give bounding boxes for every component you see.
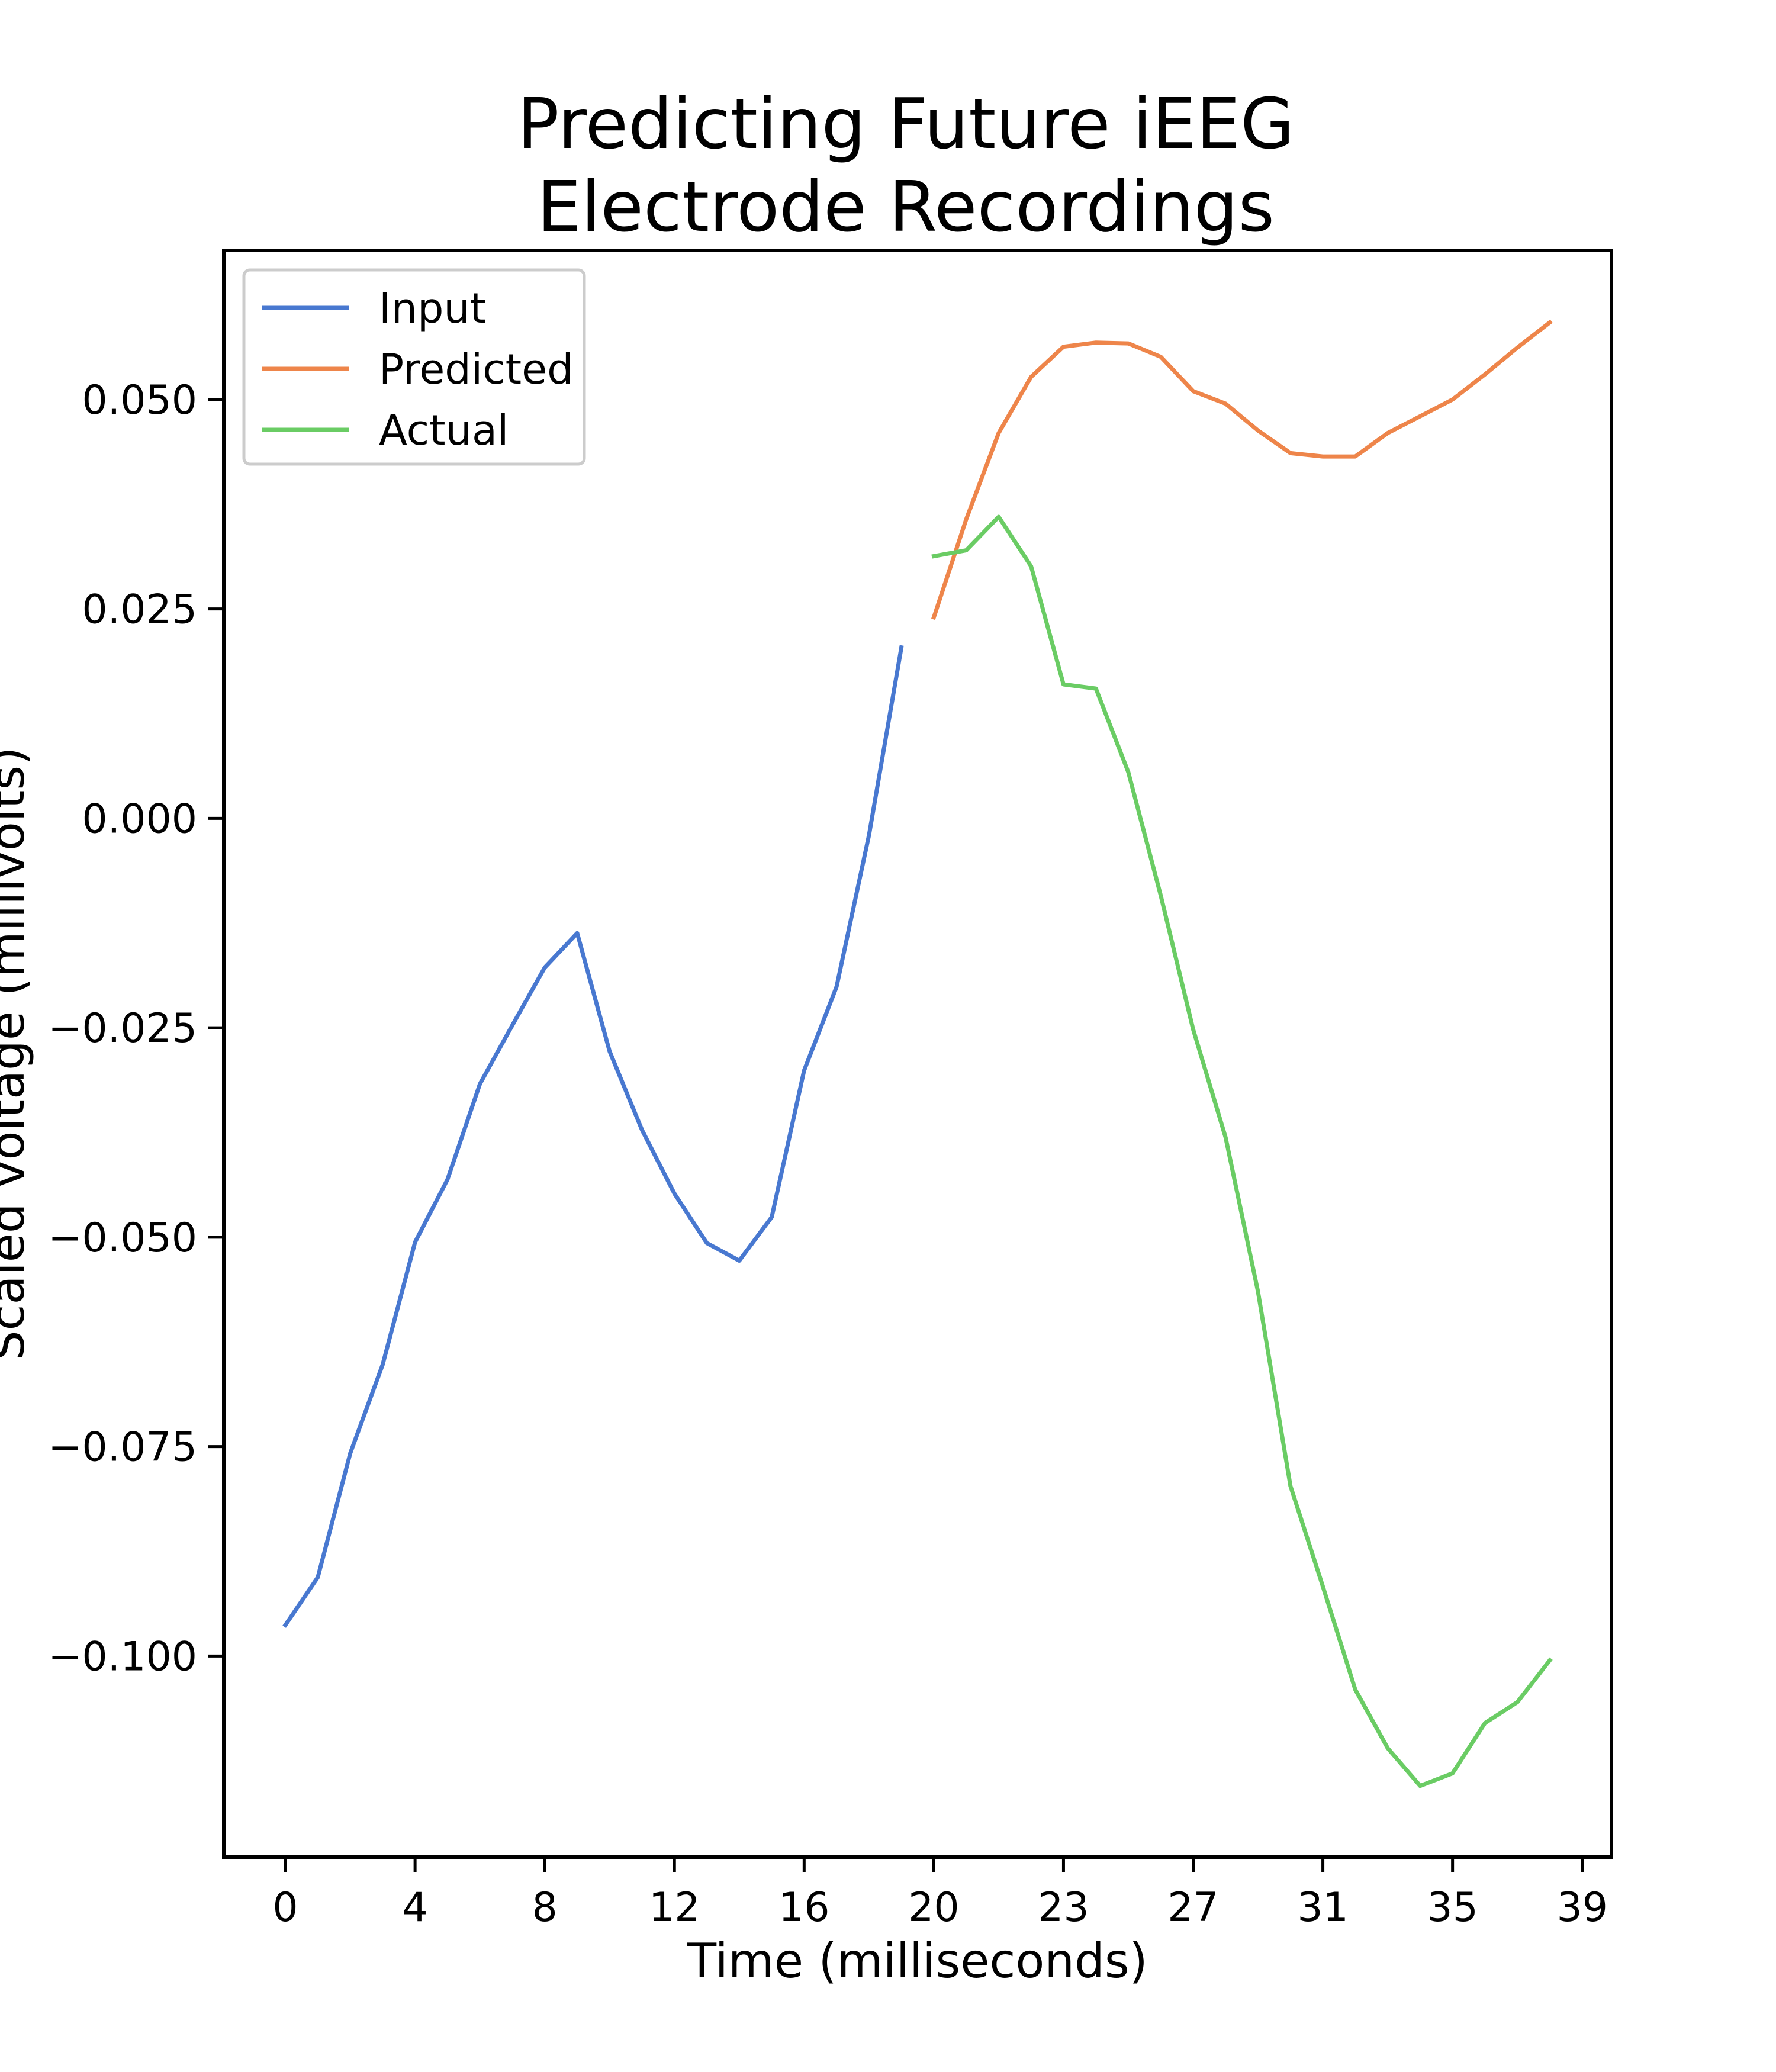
y-axis-label: Scaled voltage (millivolts) bbox=[0, 747, 35, 1361]
legend-label-predicted: Predicted bbox=[379, 345, 574, 394]
y-tick-label: −0.025 bbox=[48, 1005, 197, 1052]
legend-label-actual: Actual bbox=[379, 406, 509, 455]
legend-label-input: Input bbox=[379, 284, 486, 333]
y-axis-ticks: 0.050 0.025 0.000 −0.025 −0.050 −0.075 −0.100 bbox=[48, 377, 224, 1680]
legend-items: Input Predicted Actual bbox=[262, 284, 574, 455]
series-line-actual bbox=[931, 514, 1553, 1788]
y-tick-label: −0.075 bbox=[48, 1424, 197, 1471]
y-tick-label: −0.100 bbox=[48, 1633, 197, 1680]
legend-box bbox=[242, 268, 586, 466]
x-tick-label: 20 bbox=[908, 1884, 960, 1931]
x-tick-label: 31 bbox=[1297, 1884, 1349, 1931]
x-tick-label: 4 bbox=[402, 1884, 427, 1931]
y-tick-label: 0.050 bbox=[82, 377, 197, 424]
series-layer bbox=[282, 319, 1553, 1788]
series-line-predicted bbox=[931, 319, 1553, 620]
chart-title-line-2: Electrode Recordings bbox=[537, 166, 1275, 247]
y-tick-label: 0.000 bbox=[82, 796, 197, 842]
series-line-input bbox=[282, 645, 904, 1628]
x-axis-label: Time (milliseconds) bbox=[687, 1933, 1147, 1989]
plot-frame bbox=[222, 249, 1613, 1859]
x-tick-label: 12 bbox=[649, 1884, 700, 1931]
y-tick-label: −0.050 bbox=[48, 1215, 197, 1262]
x-axis-ticks: 0 4 8 12 16 20 23 27 31 35 39 bbox=[272, 1857, 1608, 1931]
x-tick-label: 16 bbox=[778, 1884, 830, 1931]
legend: Input Predicted Actual bbox=[242, 268, 586, 466]
chart-title-line-1: Predicting Future iEEG bbox=[517, 83, 1294, 165]
x-tick-label: 35 bbox=[1427, 1884, 1478, 1931]
x-tick-label: 23 bbox=[1038, 1884, 1089, 1931]
x-tick-label: 8 bbox=[532, 1884, 558, 1931]
x-tick-label: 39 bbox=[1556, 1884, 1608, 1931]
x-tick-label: 0 bbox=[272, 1884, 298, 1931]
y-tick-label: 0.025 bbox=[82, 587, 197, 633]
x-tick-label: 27 bbox=[1167, 1884, 1219, 1931]
